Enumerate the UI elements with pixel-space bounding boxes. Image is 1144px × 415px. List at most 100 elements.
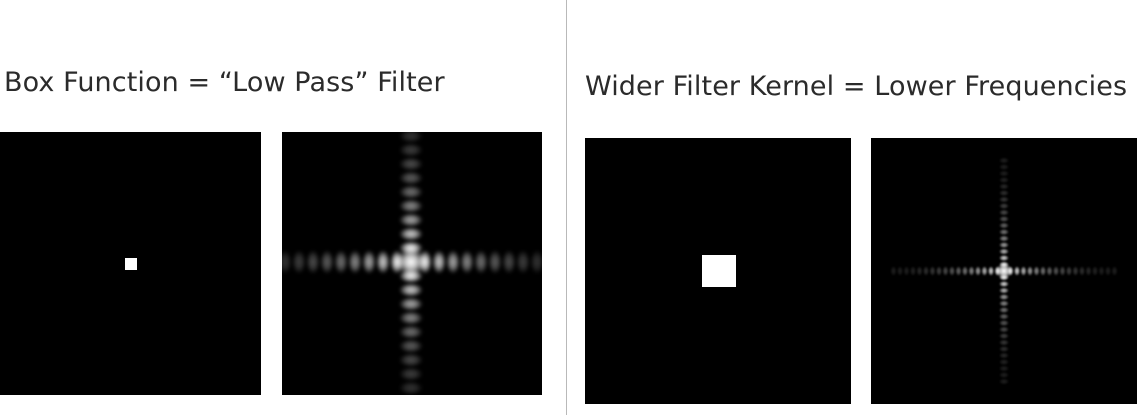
- spectrum-lobe: [916, 266, 923, 276]
- spectrum-lobe: [1020, 266, 1027, 276]
- spectrum-lobe: [1033, 266, 1040, 276]
- spectrum-lobe: [530, 250, 542, 274]
- spectrum-lobe: [399, 227, 423, 241]
- spectrum-lobe: [399, 185, 423, 199]
- spectrum-lobe: [999, 248, 1009, 255]
- spectrum-lobe: [282, 250, 292, 274]
- spectrum-lobe: [399, 132, 423, 143]
- wider-kernel-heading: Wider Filter Kernel = Lower Frequencies: [585, 71, 1128, 102]
- spectrum-lobe: [929, 266, 936, 276]
- spectrum-lobe: [397, 248, 425, 276]
- spectrum-lobe: [390, 250, 404, 274]
- small-box-spectrum-image: [282, 132, 542, 395]
- spectrum-lobe: [999, 202, 1009, 210]
- spectrum-lobe: [999, 371, 1009, 379]
- spectrum-lobe: [474, 250, 488, 274]
- spectrum-lobe: [999, 293, 1009, 301]
- spectrum-lobe: [362, 250, 376, 274]
- spectrum-lobe: [1072, 266, 1079, 276]
- spectrum-lobe: [502, 250, 516, 274]
- spectrum-lobe: [999, 339, 1009, 346]
- spectrum-lobe: [1078, 266, 1086, 276]
- spectrum-lobe: [1065, 266, 1073, 276]
- spectrum-lobe: [999, 345, 1009, 353]
- spectrum-lobe: [999, 163, 1009, 171]
- small-box-spectrum-svg: [282, 132, 542, 395]
- spectrum-lobe: [999, 157, 1009, 164]
- spectrum-lobe: [399, 297, 423, 311]
- spectrum-lobe: [1059, 266, 1066, 276]
- spectrum-lobe: [999, 358, 1009, 366]
- spectrum-lobe: [999, 280, 1009, 288]
- spectrum-lobe: [1091, 266, 1099, 276]
- spectrum-lobe: [999, 183, 1009, 190]
- spectrum-lobe: [999, 332, 1009, 340]
- spectrum-lobe: [320, 250, 334, 274]
- spectrum-lobe: [1046, 266, 1053, 276]
- spectrum-lobe: [399, 339, 423, 353]
- spectrum-lobe: [999, 254, 1009, 262]
- spectrum-lobe: [446, 250, 460, 274]
- spectrum-lobe: [399, 311, 423, 325]
- spectrum-lobe: [909, 266, 917, 276]
- spectrum-lobe: [999, 365, 1009, 372]
- large-box-kernel: [702, 255, 736, 287]
- spectrum-lobe: [1085, 266, 1092, 276]
- spectrum-lobe: [516, 250, 530, 274]
- spectrum-lobe: [999, 378, 1009, 385]
- spectrum-lobe: [999, 176, 1009, 184]
- spectrum-lobe: [399, 199, 423, 213]
- spectrum-lobe: [999, 287, 1009, 294]
- spectrum-lobe: [999, 352, 1009, 359]
- spectrum-lobe: [896, 266, 904, 276]
- spectrum-lobe: [999, 189, 1009, 197]
- spectrum-lobe: [399, 241, 423, 255]
- spectrum-lobe: [1013, 266, 1021, 276]
- spectrum-lobe: [987, 266, 995, 276]
- low-pass-heading: Box Function = “Low Pass” Filter: [4, 67, 445, 98]
- spectrum-lobe: [935, 266, 943, 276]
- spectrum-lobe: [432, 250, 446, 274]
- spectrum-lobe: [418, 250, 432, 274]
- spectrum-lobe: [942, 266, 949, 276]
- spectrum-lobe: [999, 222, 1009, 229]
- spectrum-lobe: [1104, 266, 1112, 276]
- spectrum-lobe: [999, 274, 1009, 281]
- spectrum-lobe: [348, 250, 362, 274]
- spectrum-lobe: [399, 269, 423, 283]
- spectrum-lobe: [999, 319, 1009, 327]
- spectrum-lobe: [399, 157, 423, 171]
- spectrum-lobe: [1098, 266, 1105, 276]
- spectrum-lobe: [334, 250, 348, 274]
- spectrum-lobe: [399, 283, 423, 297]
- spectrum-lobe: [399, 143, 423, 157]
- spectrum-lobe: [999, 228, 1009, 236]
- spectrum-lobe: [974, 266, 982, 276]
- spectrum-lobe: [999, 235, 1009, 242]
- large-box-kernel-image: [585, 138, 851, 404]
- spectrum-lobe: [1007, 266, 1014, 276]
- spectrum-lobe: [890, 266, 897, 276]
- spectrum-lobe: [955, 266, 962, 276]
- spectrum-lobe: [999, 215, 1009, 223]
- spectrum-lobe: [999, 326, 1009, 333]
- spectrum-lobe: [399, 171, 423, 185]
- spectrum-lobe: [981, 266, 988, 276]
- spectrum-lobe: [292, 250, 306, 274]
- spectrum-lobe: [399, 353, 423, 367]
- spectrum-lobe: [1026, 266, 1034, 276]
- spectrum-lobe: [999, 300, 1009, 307]
- spectrum-lobe: [999, 306, 1009, 314]
- spectrum-lobe: [376, 250, 390, 274]
- spectrum-lobe: [306, 250, 320, 274]
- large-box-spectrum-image: [871, 138, 1137, 404]
- spectrum-lobe: [994, 266, 1001, 276]
- spectrum-lobe: [999, 196, 1009, 203]
- spectrum-lobe: [1052, 266, 1060, 276]
- spectrum-lobe: [399, 381, 423, 395]
- spectrum-lobe: [399, 213, 423, 227]
- spectrum-lobe: [1111, 266, 1118, 276]
- spectrum-lobe: [999, 170, 1009, 177]
- section-divider: [566, 0, 567, 415]
